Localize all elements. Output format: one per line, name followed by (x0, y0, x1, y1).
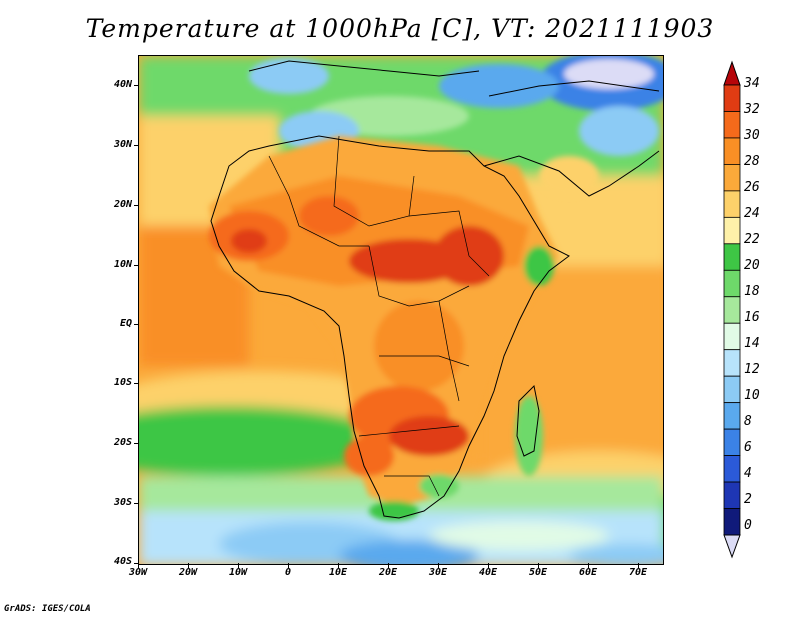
temperature-field (139, 56, 663, 564)
colorbar-label: 22 (744, 232, 760, 247)
colorbar-segment (723, 481, 741, 509)
colorbar-label: 26 (744, 180, 760, 195)
colorbar-segment (723, 375, 741, 404)
colorbar-segment (723, 296, 741, 324)
colorbar-segment (723, 322, 741, 351)
lat-tick (134, 563, 139, 564)
colorbar-segment (723, 84, 741, 112)
lon-tick (388, 563, 389, 568)
lon-label: 40E (478, 567, 498, 578)
lon-tick (438, 563, 439, 568)
lat-tick (134, 324, 139, 325)
lon-label: 20W (178, 567, 198, 578)
lon-label: 60E (578, 567, 598, 578)
lat-tick (134, 503, 139, 504)
colorbar-label: 30 (744, 128, 760, 143)
colorbar-label: 16 (744, 310, 760, 325)
coastlines (210, 60, 660, 519)
colorbar-segment (723, 216, 741, 245)
lat-tick (134, 265, 139, 266)
colorbar-label: 18 (744, 284, 760, 299)
colorbar-label: 28 (744, 154, 760, 169)
lat-tick (134, 443, 139, 444)
lat-tick (134, 145, 139, 146)
lon-tick (638, 563, 639, 568)
lon-tick (588, 563, 589, 568)
grads-credit: GrADS: IGES/COLA (4, 604, 91, 614)
lat-label: 40N (113, 79, 132, 90)
lon-label: 0 (284, 567, 292, 578)
lat-label: 30N (113, 139, 132, 150)
lon-label: 30E (428, 567, 448, 578)
lon-tick (288, 563, 289, 568)
lat-tick (134, 205, 139, 206)
lon-tick (138, 563, 139, 568)
lon-tick (338, 563, 339, 568)
lon-label: 50E (528, 567, 548, 578)
colorbar-label: 14 (744, 336, 760, 351)
country-borders (268, 135, 490, 497)
colorbar-label: 10 (744, 388, 760, 403)
lat-label: 30S (113, 497, 132, 508)
colorbar-label: 32 (744, 102, 760, 117)
lat-tick (134, 85, 139, 86)
lat-label: 10S (113, 377, 132, 388)
map-title: Temperature at 1000hPa [C], VT: 20211119… (85, 14, 715, 43)
colorbar-segment (723, 111, 741, 139)
colorbar-label: 20 (744, 258, 760, 273)
lon-label: 10E (328, 567, 348, 578)
colorbar-label: 4 (744, 466, 752, 481)
colorbar-segment (723, 243, 741, 271)
lat-label: 10N (113, 259, 132, 270)
lat-label: EQ (119, 318, 132, 329)
colorbar-segment (723, 269, 741, 298)
lon-label: 10W (228, 567, 248, 578)
colorbar (723, 60, 741, 559)
lon-tick (488, 563, 489, 568)
lat-label: 20N (113, 199, 132, 210)
lon-label: 30W (128, 567, 148, 578)
lat-tick (134, 383, 139, 384)
colorbar-segment (723, 428, 741, 456)
lon-tick (238, 563, 239, 568)
colorbar-top-arrow (723, 60, 741, 86)
colorbar-segment (723, 402, 741, 430)
colorbar-label: 34 (744, 76, 760, 91)
colorbar-segment (723, 455, 741, 483)
colorbar-label: 6 (744, 440, 752, 455)
colorbar-segment (723, 190, 741, 218)
colorbar-label: 2 (744, 492, 752, 507)
lat-label: 20S (113, 437, 132, 448)
colorbar-label: 8 (744, 414, 752, 429)
colorbar-label: 24 (744, 206, 760, 221)
map-plot-area (138, 55, 664, 565)
colorbar-segment (723, 137, 741, 165)
lon-tick (188, 563, 189, 568)
colorbar-label: 12 (744, 362, 760, 377)
lat-label: 40S (113, 556, 132, 567)
lon-label: 70E (628, 567, 648, 578)
colorbar-segment (723, 508, 741, 536)
colorbar-bottom-arrow (723, 534, 741, 559)
colorbar-segment (723, 349, 741, 377)
colorbar-segment (723, 164, 741, 192)
lon-tick (538, 563, 539, 568)
lon-label: 20E (378, 567, 398, 578)
colorbar-label: 0 (744, 518, 752, 533)
